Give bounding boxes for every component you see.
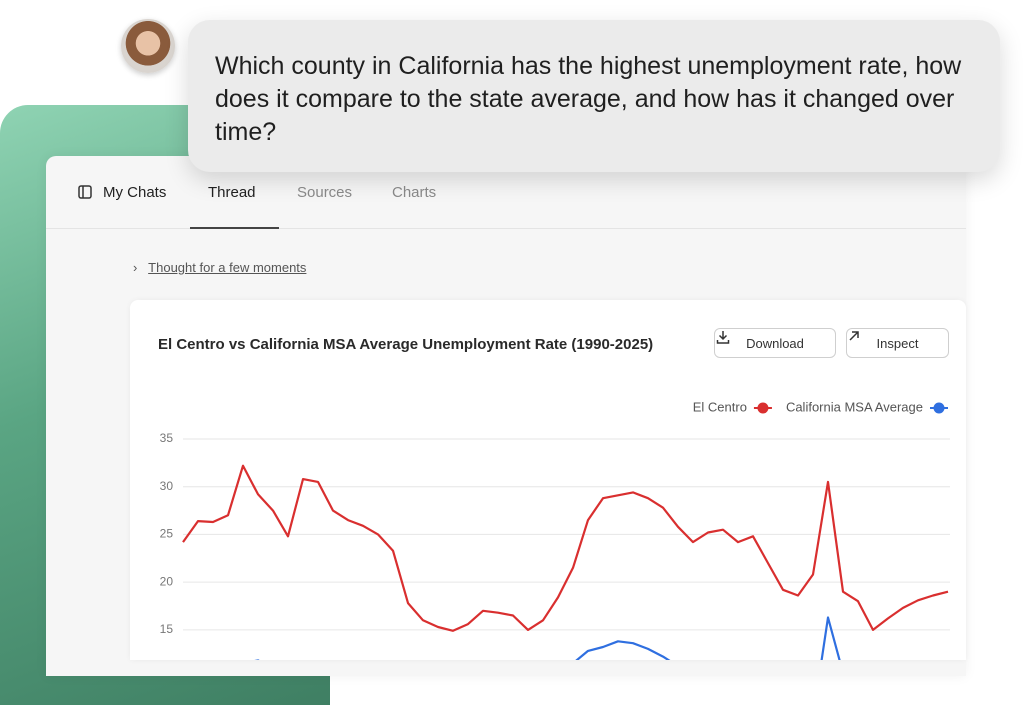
legend-label: California MSA Average xyxy=(786,399,923,414)
user-avatar xyxy=(121,19,175,73)
thought-text[interactable]: Thought for a few moments xyxy=(148,260,307,275)
legend-label: El Centro xyxy=(693,399,747,414)
page: {"user_message": {"text": "Which county … xyxy=(0,19,1000,705)
button-label: Inspect xyxy=(876,335,919,351)
user-message: Which county in California has the highe… xyxy=(188,20,1000,172)
tab[interactable]: Thread xyxy=(208,184,256,201)
series-line xyxy=(182,464,949,632)
y-tick-label: 30 xyxy=(160,479,174,493)
legend-swatch xyxy=(933,402,945,414)
tab[interactable]: Sources xyxy=(297,184,353,201)
chart-card: El Centro vs California MSA Average Unem… xyxy=(130,300,966,660)
inspect-icon xyxy=(849,331,859,341)
active-tab-underline xyxy=(190,227,279,229)
tab[interactable]: My Chats xyxy=(103,184,167,201)
sidebar-icon xyxy=(78,185,92,199)
button-label: Download xyxy=(746,335,804,351)
series-line xyxy=(254,616,841,660)
y-tick-label: 20 xyxy=(160,574,174,588)
inspect-button[interactable]: Inspect xyxy=(846,328,949,358)
message-text: Which county in California has the highe… xyxy=(215,52,962,146)
legend-swatch xyxy=(757,402,769,414)
y-tick-label: 15 xyxy=(160,622,174,636)
chart-title: El Centro vs California MSA Average Unem… xyxy=(158,336,654,353)
tab[interactable]: Charts xyxy=(392,184,437,201)
y-tick-label: 25 xyxy=(160,527,174,541)
tab-bar: My Chats Thread Sources Charts xyxy=(46,156,966,229)
download-icon xyxy=(716,331,730,344)
thought-toggle[interactable]: › Thought for a few moments xyxy=(133,260,307,275)
download-button[interactable]: Download xyxy=(714,328,836,358)
y-tick-label: 35 xyxy=(160,431,174,445)
chart: 15 20 25 30 35 California MSA Average El Centr… xyxy=(160,399,950,660)
